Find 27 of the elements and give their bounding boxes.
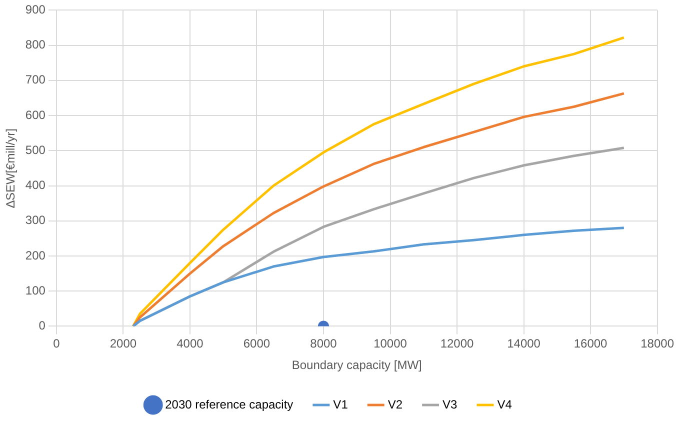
- legend-label: V4: [497, 397, 512, 412]
- x-tick-label: 18000: [640, 336, 674, 351]
- legend-label: 2030 reference capacity: [165, 397, 294, 412]
- x-tick-label: 10000: [374, 336, 408, 351]
- y-tick-label: 900: [25, 2, 46, 17]
- x-tick-label: 12000: [440, 336, 474, 351]
- x-tick-label: 8000: [310, 336, 338, 351]
- y-tick-label: 800: [25, 38, 46, 52]
- x-tick-label: 4000: [176, 336, 204, 351]
- y-tick-label: 300: [25, 213, 46, 228]
- y-tick-label: 700: [25, 72, 46, 87]
- x-tick-label: 6000: [243, 336, 270, 351]
- x-axis-title: Boundary capacity [MW]: [292, 358, 422, 372]
- legend-label: V3: [442, 397, 458, 412]
- x-tick-label: 14000: [507, 336, 541, 351]
- legend-label: V2: [388, 397, 403, 412]
- x-tick-label: 16000: [574, 336, 608, 351]
- legend-label: V1: [333, 397, 348, 412]
- y-tick-label: 600: [25, 108, 46, 122]
- y-tick-label: 0: [38, 318, 46, 333]
- y-tick-label: 500: [25, 142, 46, 157]
- y-axis-title: ∆SEW[€mill/yr]: [4, 128, 18, 208]
- y-tick-label: 400: [25, 178, 46, 192]
- x-tick-label: 2000: [110, 336, 137, 351]
- y-tick-label: 200: [25, 248, 46, 262]
- x-tick-label: 0: [53, 336, 60, 351]
- y-tick-label: 100: [25, 283, 46, 298]
